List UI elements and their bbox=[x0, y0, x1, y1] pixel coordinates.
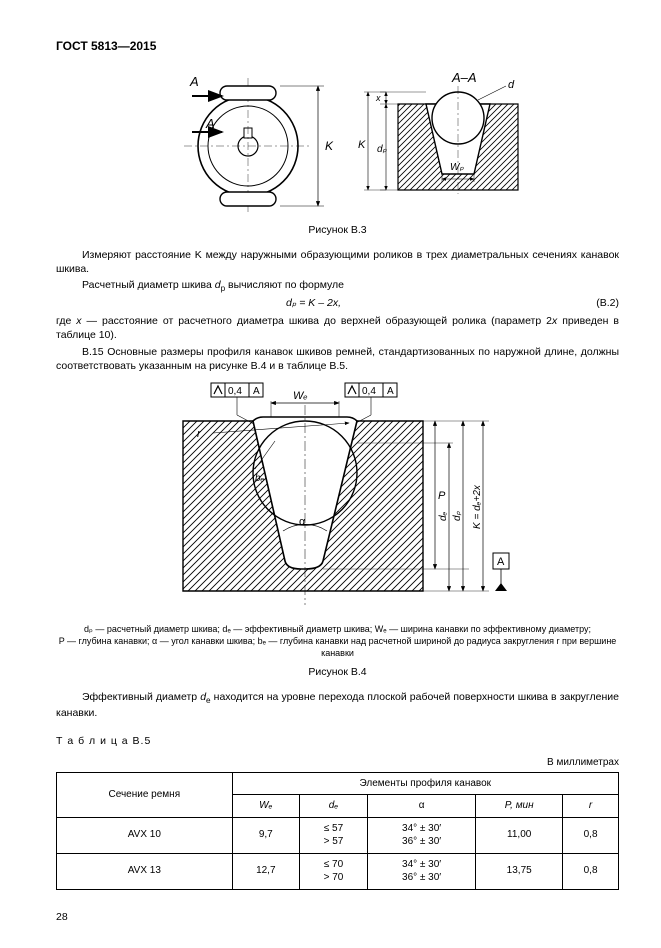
col-alpha: α bbox=[367, 795, 475, 818]
section-aa: А–А bbox=[451, 70, 477, 85]
dim-de: dₑ bbox=[438, 511, 449, 521]
figure-b4-caption: Рисунок В.4 bbox=[56, 665, 619, 679]
p5: Эффективный диаметр de находится на уров… bbox=[56, 690, 619, 720]
col-group: Элементы профиля канавок bbox=[232, 772, 618, 795]
p2: Расчетный диаметр шкива dp вычисляют по … bbox=[56, 278, 619, 294]
dim-we: Wₑ bbox=[293, 390, 308, 402]
figure-b3-svg: А А K А–А d bbox=[128, 68, 548, 213]
datum-a: A bbox=[497, 556, 505, 568]
figure-b4-legend: dₚ — расчетный диаметр шкива; dₑ — эффек… bbox=[56, 623, 619, 659]
figure-b3-caption: Рисунок В.3 bbox=[56, 223, 619, 237]
dim-x: x bbox=[375, 93, 381, 103]
standard-id: ГОСТ 5813—2015 bbox=[56, 38, 619, 54]
table-row: AVX 109,7≤ 57> 5734° ± 30′36° ± 30′11,00… bbox=[57, 817, 619, 853]
dim-wp: Wₚ bbox=[450, 162, 464, 173]
p4: В.15 Основные размеры профиля канавок шк… bbox=[56, 345, 619, 373]
sec-a-top: А bbox=[189, 74, 199, 89]
formula-b2: dₚ = K – 2x, (В.2) bbox=[56, 296, 619, 310]
figure-b4-svg: 0,4 A 0,4 A Wₑ bbox=[153, 381, 523, 617]
table-b5-title: Т а б л и ц а В.5 bbox=[56, 734, 619, 748]
col-r: r bbox=[563, 795, 619, 818]
col-section: Сечение ремня bbox=[57, 772, 233, 817]
dim-p: P bbox=[438, 490, 446, 502]
col-de: dₑ bbox=[300, 795, 368, 818]
svg-text:A: A bbox=[253, 386, 260, 397]
p3: где x — расстояние от расчетного диаметр… bbox=[56, 314, 619, 342]
dim-alpha: α bbox=[299, 516, 306, 528]
sec-a-bot: А bbox=[205, 116, 215, 131]
page-number: 28 bbox=[56, 910, 619, 924]
dim-dp: dₚ bbox=[377, 144, 388, 155]
dim-k2: K bbox=[358, 139, 366, 151]
svg-text:0,4: 0,4 bbox=[362, 386, 376, 397]
table-row: AVX 1312,7≤ 70> 7034° ± 30′36° ± 30′13,7… bbox=[57, 853, 619, 889]
dim-k-eq: K = dₑ+2x bbox=[472, 484, 483, 529]
dim-be: bₑ bbox=[255, 473, 265, 484]
figure-b3: А А K А–А d bbox=[56, 68, 619, 237]
p1: Измеряют расстояние K между наружными об… bbox=[56, 248, 619, 276]
table-b5: Сечение ремня Элементы профиля канавок W… bbox=[56, 772, 619, 890]
dim-k: K bbox=[325, 139, 334, 153]
figure-b4: 0,4 A 0,4 A Wₑ bbox=[56, 381, 619, 680]
svg-text:A: A bbox=[387, 386, 394, 397]
col-pmin: P, мин bbox=[476, 795, 563, 818]
dim-dp4: dₚ bbox=[452, 510, 463, 521]
table-b5-units: В миллиметрах bbox=[56, 756, 619, 770]
col-we: Wₑ bbox=[232, 795, 299, 818]
dim-d: d bbox=[508, 79, 515, 91]
svg-text:0,4: 0,4 bbox=[228, 386, 242, 397]
